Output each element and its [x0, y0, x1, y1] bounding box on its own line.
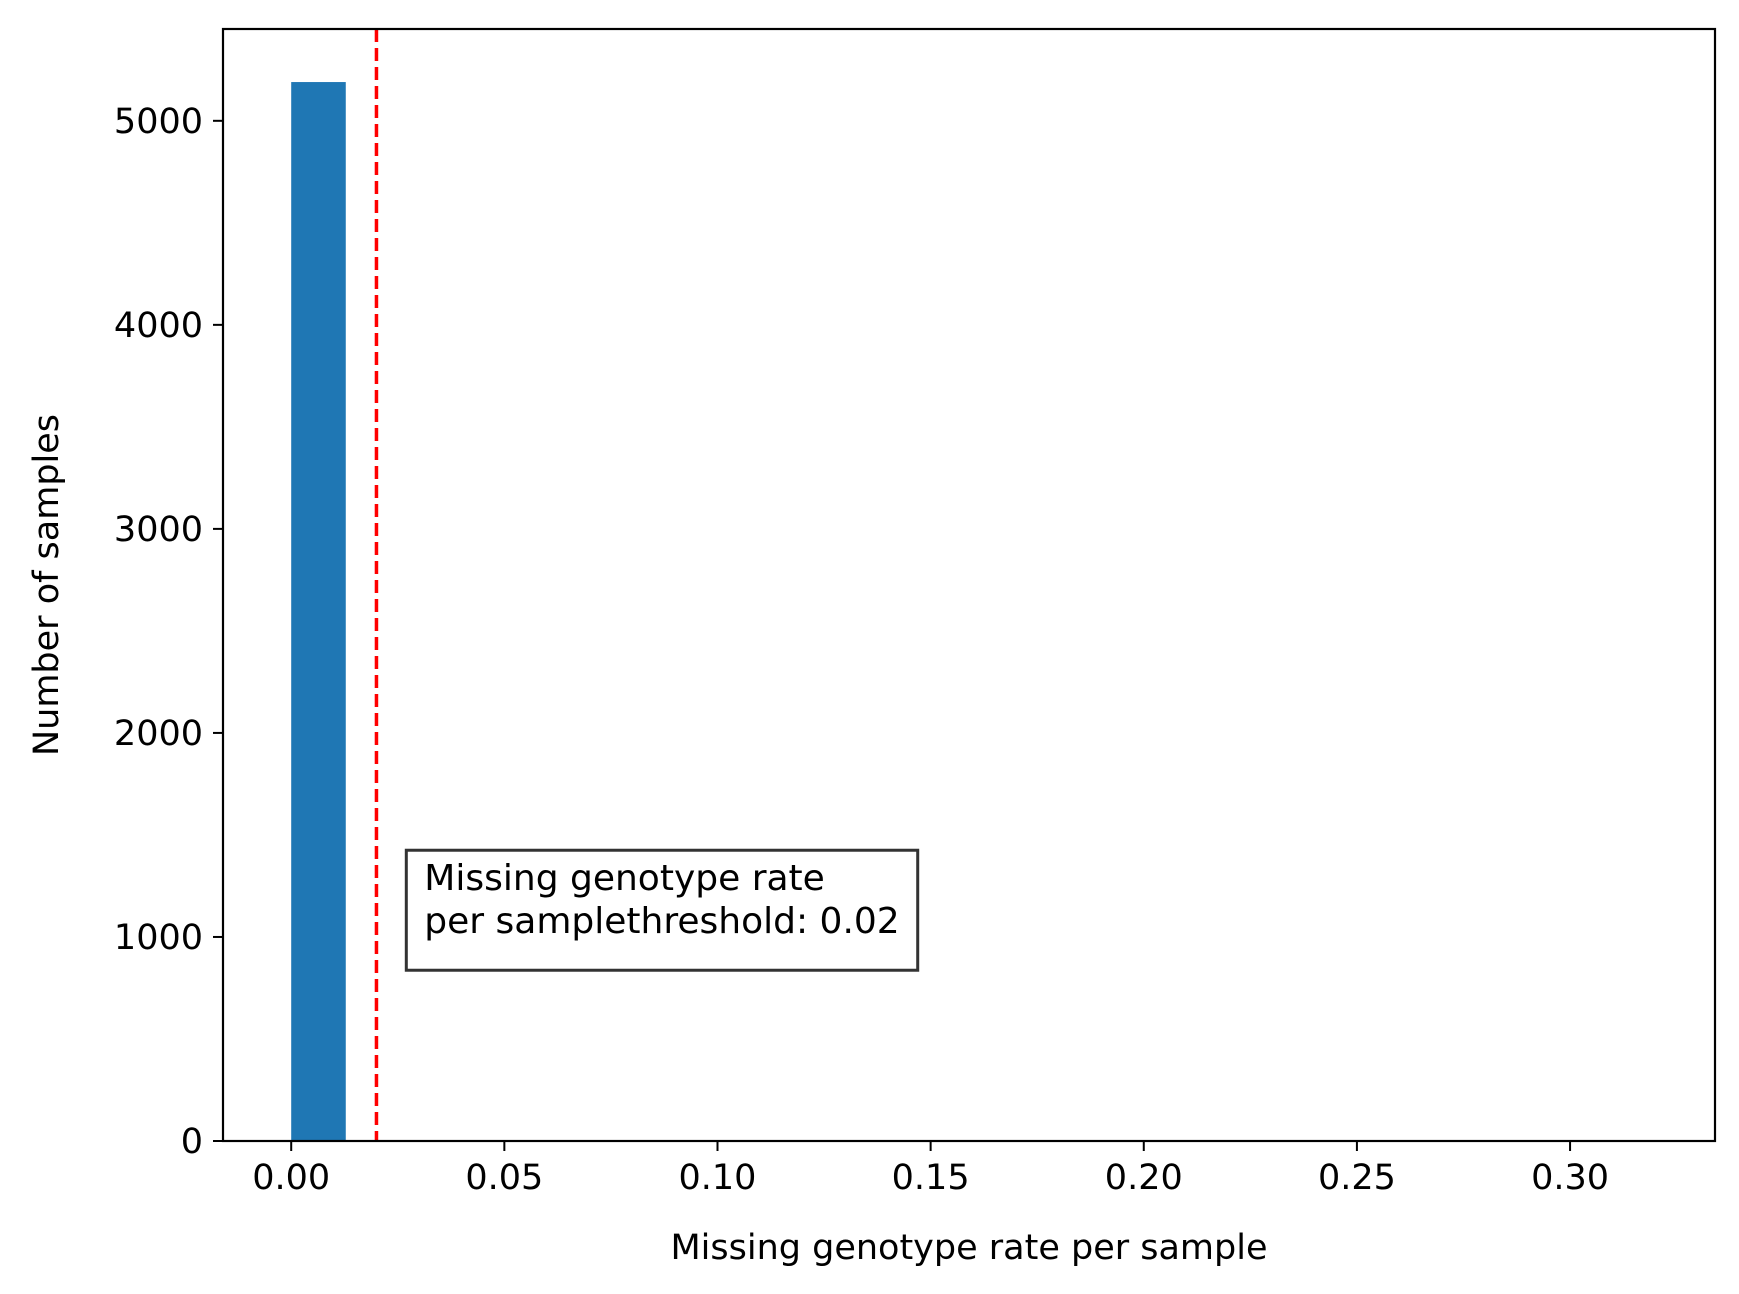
x-tick-label: 0.15 — [892, 1158, 970, 1198]
y-tick-label: 5000 — [114, 102, 203, 142]
x-tick-label: 0.10 — [679, 1158, 757, 1198]
annotation-line-2: per samplethreshold: 0.02 — [424, 901, 899, 942]
x-tick-label: 0.25 — [1318, 1158, 1396, 1198]
x-axis: 0.00 0.05 0.10 0.15 0.20 0.25 0.30 — [252, 1141, 1609, 1198]
annotation-line-1: Missing genotype rate — [424, 858, 825, 899]
y-axis: 0 1000 2000 3000 4000 5000 — [114, 102, 223, 1162]
y-tick-label: 2000 — [114, 714, 203, 754]
y-tick-label: 4000 — [114, 306, 203, 346]
annotation-box — [404, 848, 920, 972]
x-tick-label: 0.05 — [465, 1158, 543, 1198]
x-axis-title: Missing genotype rate per sample — [670, 1228, 1267, 1268]
x-tick-label: 0.30 — [1531, 1158, 1609, 1198]
y-axis-title: Number of samples — [27, 414, 67, 756]
y-tick-label: 0 — [181, 1122, 203, 1162]
threshold-annotation: Missing genotype rate per samplethreshol… — [404, 848, 920, 972]
histogram-bar — [291, 82, 346, 1141]
y-tick-label: 3000 — [114, 510, 203, 550]
x-tick-label: 0.20 — [1105, 1158, 1183, 1198]
y-tick-label: 1000 — [114, 918, 203, 958]
plot-area — [291, 29, 379, 1141]
axes-frame — [221, 27, 1717, 1143]
x-tick-label: 0.00 — [252, 1158, 330, 1198]
